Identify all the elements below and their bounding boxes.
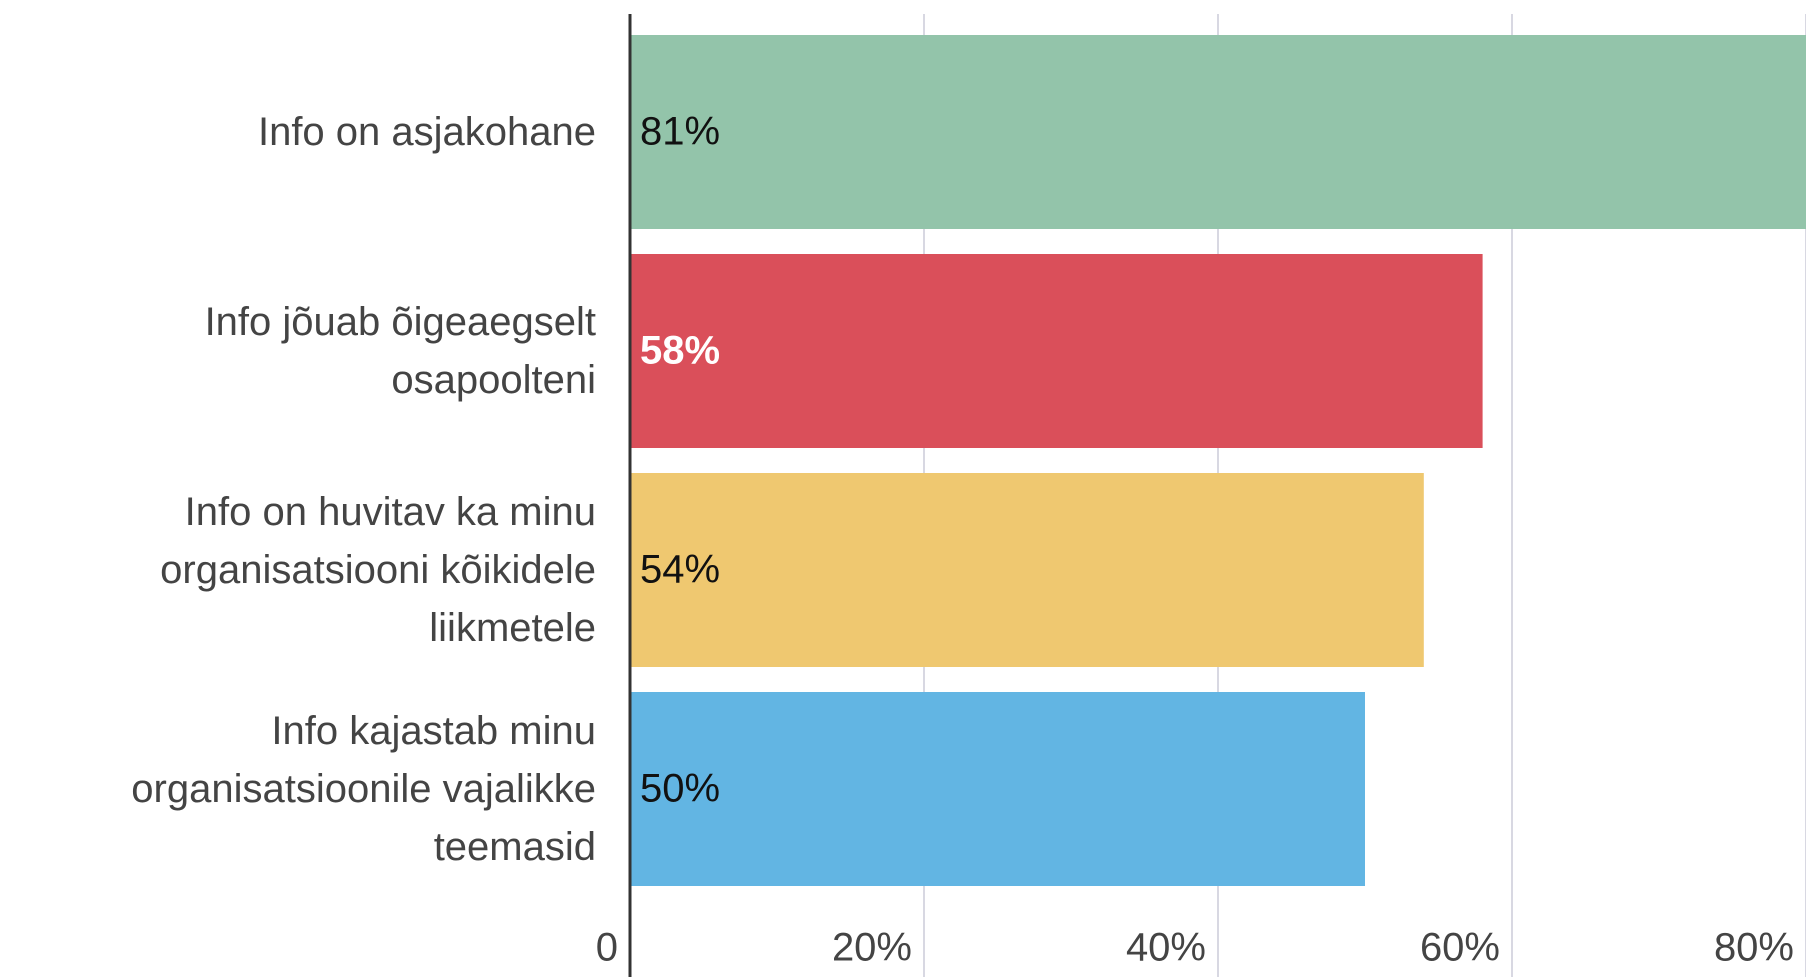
- bar: [630, 692, 1365, 886]
- value-label: 58%: [640, 329, 720, 373]
- value-label: 54%: [640, 548, 720, 592]
- value-label: 81%: [640, 110, 720, 154]
- x-tick-label: 60%: [1420, 926, 1500, 970]
- y-tick-label: Info on huvitav ka minu organisatsiooni …: [160, 490, 596, 650]
- x-tick-label: 20%: [832, 926, 912, 970]
- bar: [630, 35, 1806, 229]
- y-tick-label: Info kajastab minu organisatsioonile vaj…: [131, 709, 596, 869]
- bar: [630, 254, 1483, 448]
- x-tick-label: 0: [596, 926, 618, 970]
- x-tick-label: 40%: [1126, 926, 1206, 970]
- bar: [630, 473, 1424, 667]
- value-label: 50%: [640, 767, 720, 811]
- x-tick-label: 80%: [1714, 926, 1794, 970]
- y-tick-label: Info jõuab õigeaegselt osapoolteni: [204, 300, 596, 402]
- y-tick-label: Info on asjakohane: [257, 110, 596, 154]
